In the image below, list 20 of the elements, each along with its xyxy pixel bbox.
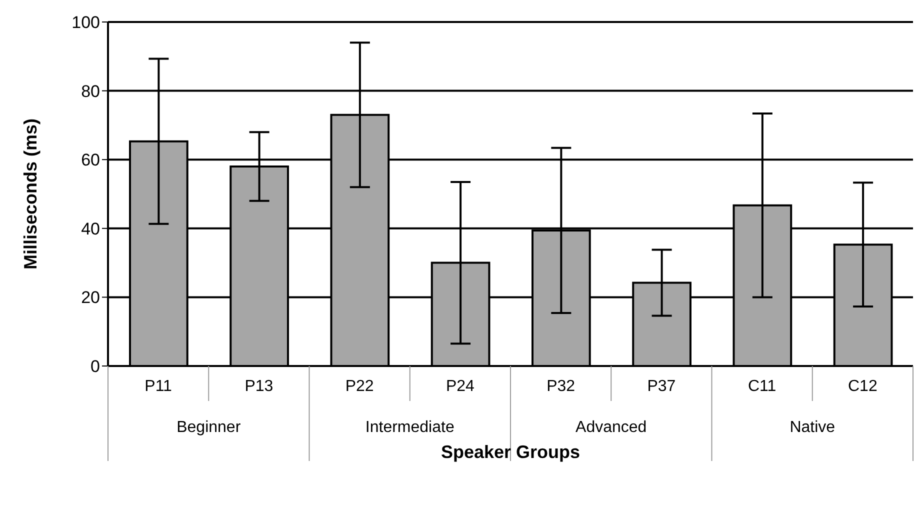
y-tick-label: 60 <box>81 150 100 170</box>
x-tick-label: P24 <box>446 378 475 395</box>
x-tick-label: C12 <box>848 378 878 395</box>
x-tick-label: P37 <box>647 378 676 395</box>
x-tick-label: P13 <box>244 378 274 395</box>
y-tick-label: 100 <box>72 13 100 32</box>
y-axis-title: Milliseconds (ms) <box>20 118 40 270</box>
x-tick-label: P32 <box>546 378 576 395</box>
text: Beginner <box>176 419 242 436</box>
text: Native <box>790 419 836 436</box>
x-axis-title: Speaker Groups <box>440 442 580 462</box>
text: Advanced <box>576 419 647 436</box>
y-tick-label: 20 <box>81 288 100 308</box>
x-tick-label: P22 <box>345 378 374 395</box>
x-tick-label: P11 <box>144 378 172 395</box>
y-tick-label: 40 <box>81 219 100 238</box>
y-tick-label: 0 <box>90 357 100 376</box>
text: Intermediate <box>365 419 454 436</box>
x-tick-label: C11 <box>748 378 776 395</box>
y-tick-label: 80 <box>81 82 100 101</box>
